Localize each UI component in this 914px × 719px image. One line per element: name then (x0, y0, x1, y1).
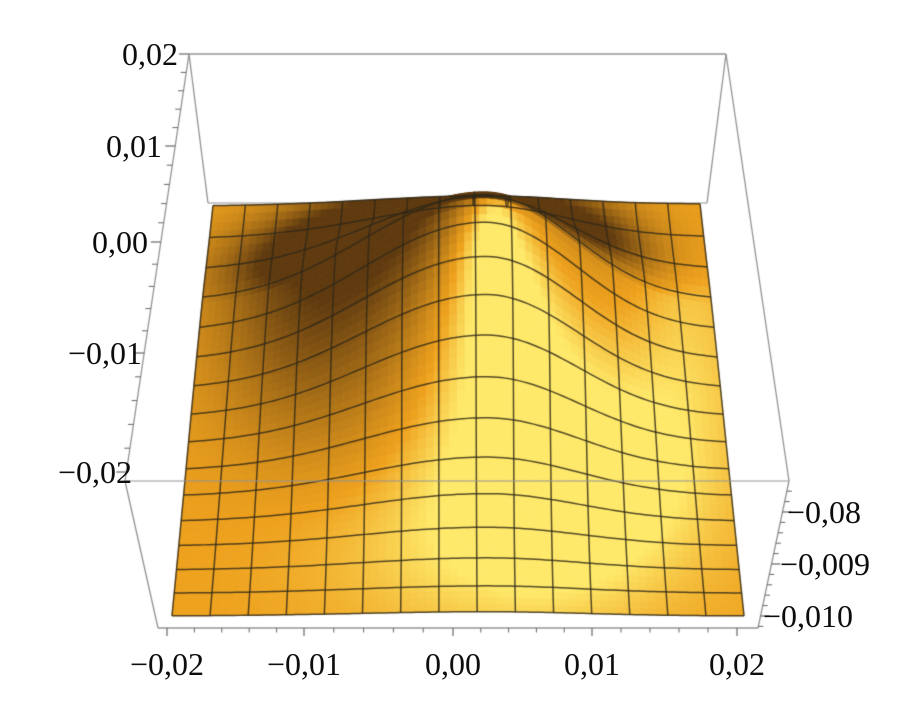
surface-plot-canvas (0, 0, 914, 719)
figure-3d-surface-plot: 0,02 0,01 0,00 −0,01 −0,02 −0,02 −0,01 0,00 0,01… (0, 0, 914, 719)
